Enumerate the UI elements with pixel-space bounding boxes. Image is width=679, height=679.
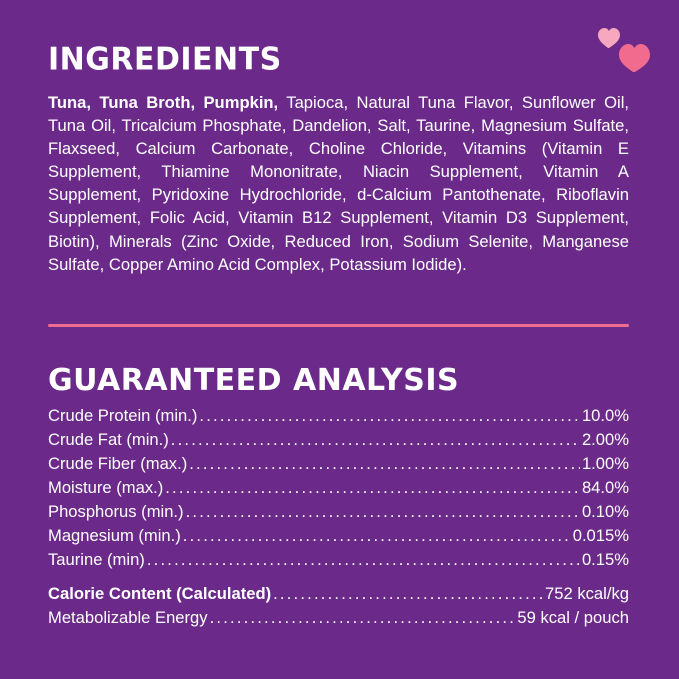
- row-value: 0.15%: [581, 550, 629, 569]
- row-value: 0.10%: [581, 502, 629, 521]
- dot-leader: ........................................…: [189, 454, 580, 473]
- analysis-row-phosphorus: Phosphorus (min.) ......................…: [48, 500, 629, 524]
- row-value: 10.0%: [581, 406, 629, 425]
- dot-leader: ........................................…: [209, 608, 516, 627]
- metabolizable-energy-row: Metabolizable Energy ...................…: [48, 606, 629, 630]
- row-value: 2.00%: [581, 430, 629, 449]
- analysis-row-fiber: Crude Fiber (max.) .....................…: [48, 452, 629, 476]
- row-label: Taurine (min): [48, 550, 145, 569]
- analysis-row-magnesium: Magnesium (min.) .......................…: [48, 524, 629, 548]
- section-divider: [48, 324, 629, 327]
- row-label: Metabolizable Energy: [48, 608, 208, 627]
- row-value: 84.0%: [581, 478, 629, 497]
- row-value: 59 kcal / pouch: [517, 608, 629, 627]
- row-value: 0.015%: [572, 526, 629, 545]
- row-label: Moisture (max.): [48, 478, 164, 497]
- analysis-table: Crude Protein (min.) ...................…: [48, 404, 629, 630]
- dot-leader: ........................................…: [165, 478, 580, 497]
- dot-leader: ........................................…: [199, 406, 580, 425]
- row-label: Crude Fat (min.): [48, 430, 169, 449]
- row-value: 752 kcal/kg: [545, 584, 629, 603]
- analysis-row-taurine: Taurine (min) ..........................…: [48, 548, 629, 572]
- row-label: Phosphorus (min.): [48, 502, 184, 521]
- analysis-row-protein: Crude Protein (min.) ...................…: [48, 404, 629, 428]
- calorie-content-row: Calorie Content (Calculated) ...........…: [48, 582, 629, 606]
- ingredients-heading: INGREDIENTS: [48, 41, 282, 78]
- dot-leader: ........................................…: [273, 584, 543, 603]
- row-label: Crude Protein (min.): [48, 406, 198, 425]
- row-label: Calorie Content (Calculated): [48, 584, 272, 603]
- analysis-heading: GUARANTEED ANALYSIS: [48, 363, 460, 398]
- row-label: Magnesium (min.): [48, 526, 181, 545]
- hearts-icon: [598, 26, 650, 74]
- ingredients-list: Tuna, Tuna Broth, Pumpkin, Tapioca, Natu…: [48, 91, 629, 276]
- ingredients-bold-prefix: Tuna, Tuna Broth, Pumpkin,: [48, 93, 279, 112]
- dot-leader: ........................................…: [182, 526, 571, 545]
- analysis-row-fat: Crude Fat (min.) .......................…: [48, 428, 629, 452]
- dot-leader: ........................................…: [185, 502, 580, 521]
- row-label: Crude Fiber (max.): [48, 454, 188, 473]
- row-value: 1.00%: [581, 454, 629, 473]
- dot-leader: ........................................…: [170, 430, 580, 449]
- analysis-row-moisture: Moisture (max.) ........................…: [48, 476, 629, 500]
- dot-leader: ........................................…: [146, 550, 580, 569]
- ingredients-text: Tapioca, Natural Tuna Flavor, Sunflower …: [48, 93, 629, 274]
